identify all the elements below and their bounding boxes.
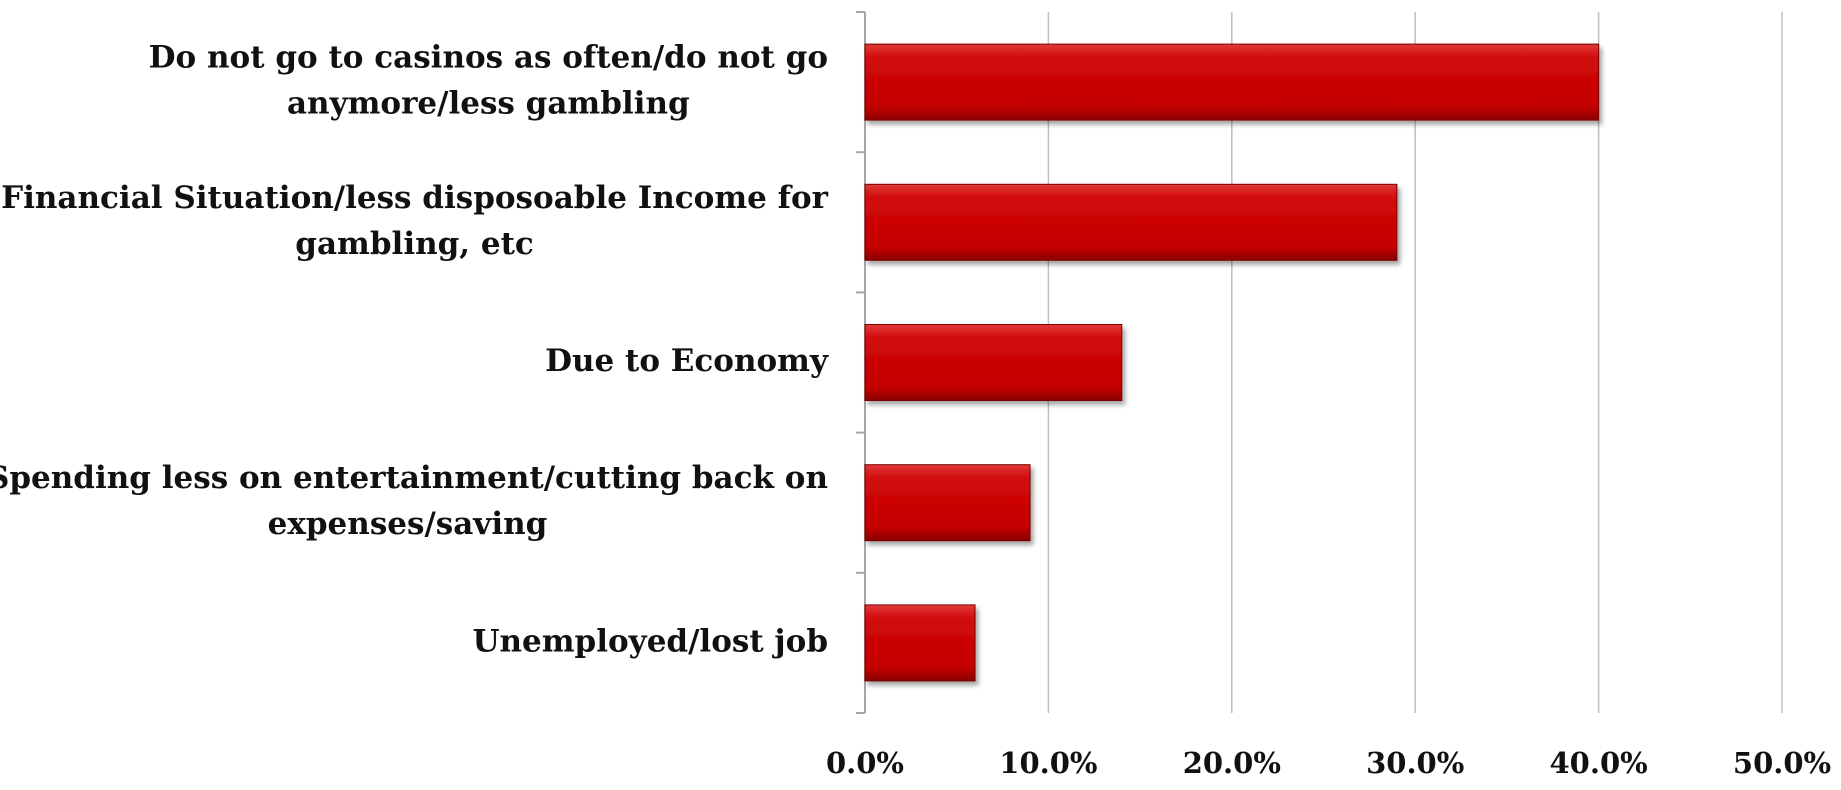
- axes: [856, 11, 866, 714]
- x-tick-label-5: 50.0%: [1733, 746, 1831, 780]
- category-label-1: Financial Situation/less disposoable Inc…: [1, 180, 829, 262]
- x-tick-label-1: 10.0%: [999, 746, 1097, 780]
- category-label-0-line-0: Do not go to casinos as often/do not go: [149, 40, 828, 76]
- gridlines: [1047, 12, 1783, 713]
- bar-2: [864, 324, 1123, 401]
- category-label-0-line-1: anymore/less gambling: [287, 86, 690, 122]
- category-label-2: Due to Economy: [545, 343, 829, 379]
- category-label-1-line-0: Financial Situation/less disposoable Inc…: [1, 180, 829, 216]
- category-label-4-line-0: Unemployed/lost job: [472, 623, 828, 659]
- x-tick-labels: 0.0% 10.0% 20.0% 30.0% 40.0% 50.0%: [826, 746, 1831, 780]
- category-label-3: Spending less on entertainment/cutting b…: [0, 460, 828, 542]
- category-label-3-line-0: Spending less on entertainment/cutting b…: [0, 460, 828, 496]
- bars: [864, 43, 1600, 682]
- bar-1: [864, 183, 1398, 261]
- category-labels: Do not go to casinos as often/do not go a…: [0, 40, 829, 660]
- category-label-2-line-0: Due to Economy: [545, 343, 829, 379]
- bar-0: [864, 43, 1600, 121]
- category-label-3-line-1: expenses/saving: [268, 506, 548, 542]
- category-label-4: Unemployed/lost job: [472, 623, 828, 659]
- x-tick-label-4: 40.0%: [1550, 746, 1648, 780]
- x-tick-label-2: 20.0%: [1183, 746, 1281, 780]
- x-tick-label-3: 30.0%: [1366, 746, 1464, 780]
- bar-3: [864, 464, 1031, 542]
- bar-4: [864, 604, 976, 682]
- category-label-1-line-1: gambling, etc: [295, 226, 534, 262]
- x-tick-label-0: 0.0%: [826, 746, 904, 780]
- category-label-0: Do not go to casinos as often/do not go a…: [149, 40, 828, 122]
